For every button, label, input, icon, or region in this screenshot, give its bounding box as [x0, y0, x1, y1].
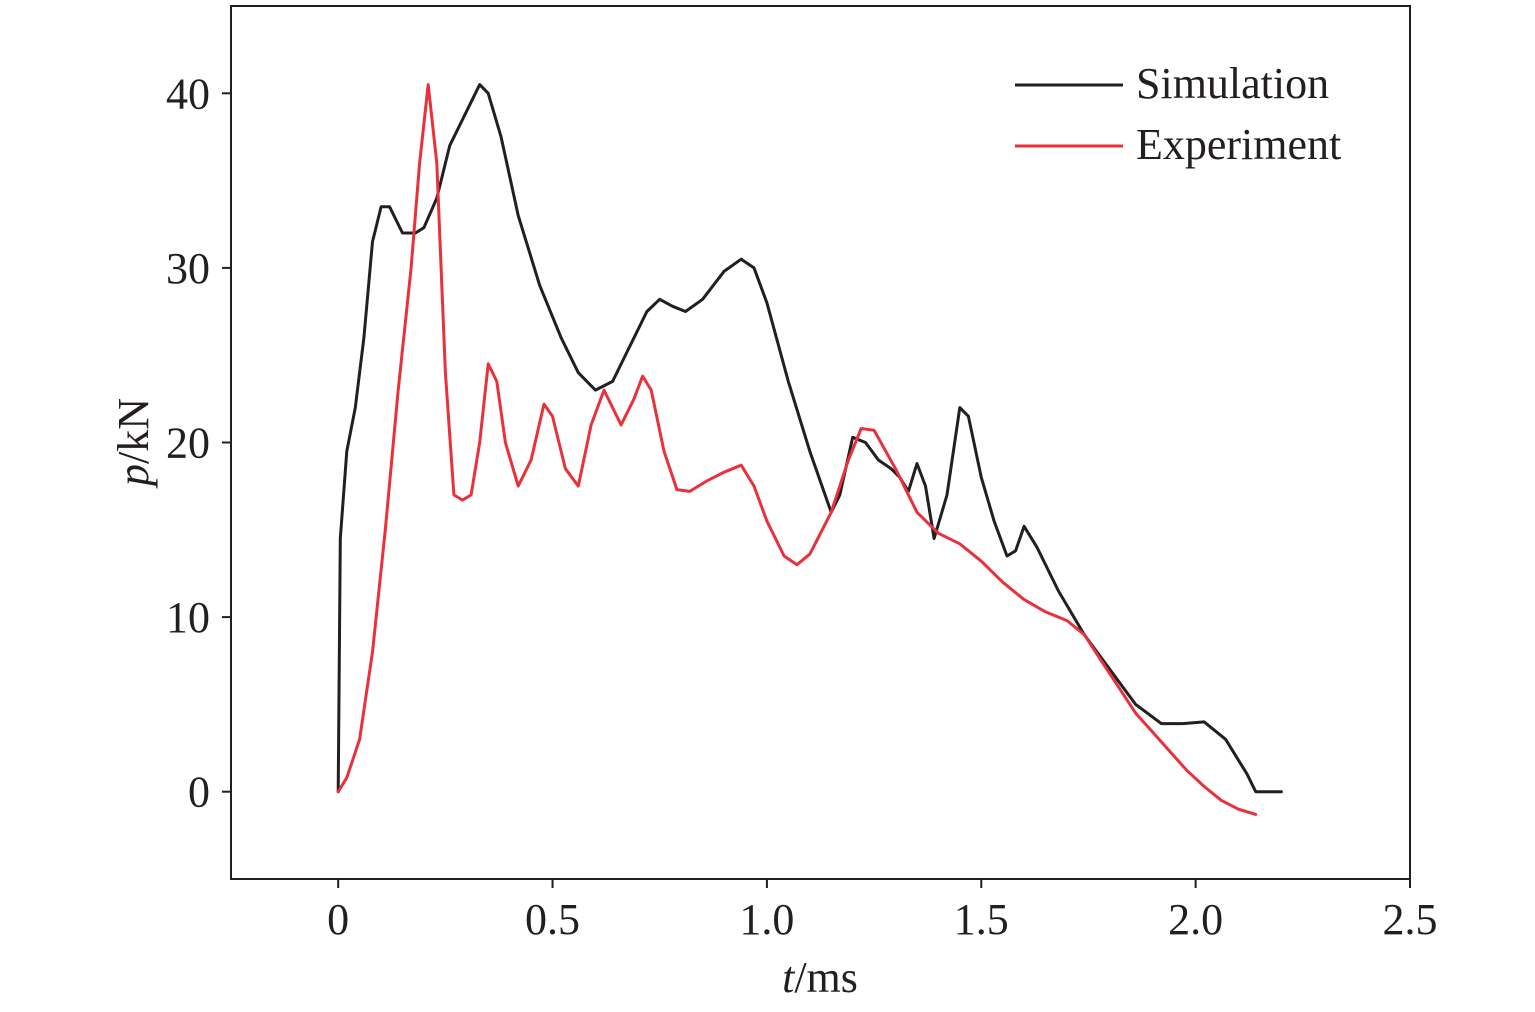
legend-label-simulation: Simulation: [1136, 59, 1329, 108]
x-tick-label: 1.0: [739, 895, 794, 944]
x-tick-label: 0.5: [525, 895, 580, 944]
x-axis-unit: /ms: [794, 953, 858, 1002]
x-tick-label: 0: [327, 895, 349, 944]
x-axis-variable: t: [782, 953, 796, 1002]
legend: Simulation Experiment: [1015, 59, 1341, 169]
x-tick-label: 2.0: [1168, 895, 1223, 944]
x-axis-label: t/ms: [782, 953, 858, 1002]
series-group: [336, 83, 1283, 816]
legend-label-experiment: Experiment: [1136, 120, 1341, 169]
y-axis-label: p/kN: [109, 398, 158, 489]
y-tick-label: 20: [166, 419, 210, 468]
y-axis-variable: p: [109, 464, 158, 489]
y-axis-unit: /kN: [109, 398, 158, 464]
y-tick-label: 0: [188, 768, 210, 817]
y-tick-label: 30: [166, 244, 210, 293]
x-tick-label: 1.5: [954, 895, 1009, 944]
axis-ticks: 0 0.5 1.0 1.5 2.0 2.5 0 10 20 30 40: [166, 69, 1438, 944]
series-line-simulation: [336, 83, 1283, 794]
x-tick-label: 2.5: [1383, 895, 1438, 944]
y-tick-label: 10: [166, 593, 210, 642]
y-tick-label: 40: [166, 69, 210, 118]
series-line-experiment: [336, 83, 1258, 816]
